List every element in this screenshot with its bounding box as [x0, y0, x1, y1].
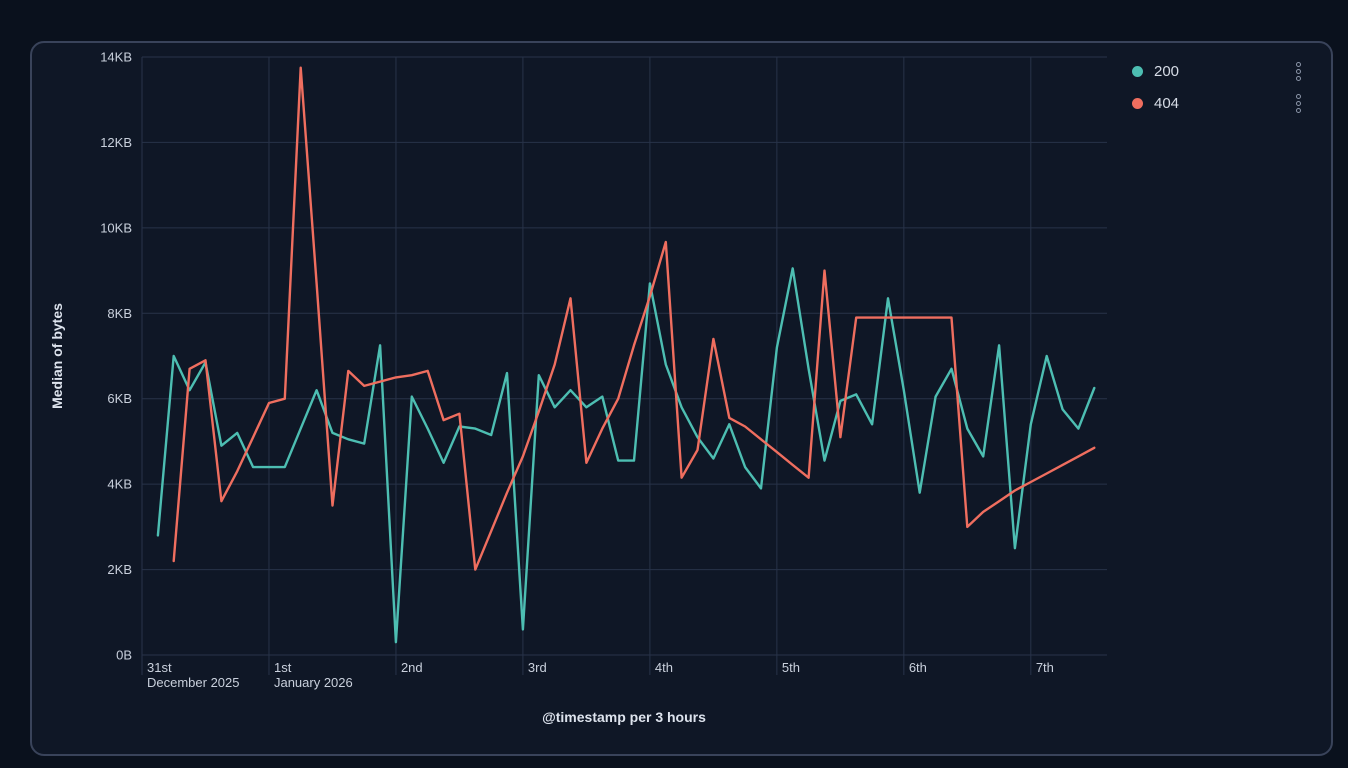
- y-axis-title: Median of bytes: [49, 303, 65, 409]
- legend-label: 200: [1154, 62, 1180, 80]
- y-tick-label: 10KB: [100, 220, 132, 235]
- legend: 200 404: [1128, 55, 1310, 119]
- x-tick-label: 31st: [147, 660, 172, 675]
- series-line-200: [156, 267, 1096, 644]
- legend-item-404[interactable]: 404: [1128, 87, 1310, 119]
- x-tick-label: 4th: [655, 660, 673, 675]
- x-tick-label-secondary: January 2026: [274, 675, 353, 690]
- y-tick-label: 0B: [116, 648, 132, 663]
- x-tick-label: 7th: [1036, 660, 1054, 675]
- legend-item-200[interactable]: 200: [1128, 55, 1310, 87]
- y-tick-label: 12KB: [100, 135, 132, 150]
- x-axis-title: @timestamp per 3 hours: [542, 709, 706, 725]
- legend-actions-icon[interactable]: [1290, 59, 1306, 84]
- y-tick-label: 8KB: [107, 306, 132, 321]
- legend-label: 404: [1154, 94, 1180, 112]
- legend-actions-icon[interactable]: [1290, 91, 1306, 116]
- y-tick-label: 6KB: [107, 391, 132, 406]
- y-tick-label: 4KB: [107, 477, 132, 492]
- y-tick-label: 2KB: [107, 562, 132, 577]
- series-line-404: [172, 66, 1096, 571]
- x-tick-label: 6th: [909, 660, 927, 675]
- x-tick-label-secondary: December 2025: [147, 675, 240, 690]
- x-tick-label: 2nd: [401, 660, 423, 675]
- series-color-dot: [1132, 97, 1143, 109]
- x-tick-label: 5th: [782, 660, 800, 675]
- series-color-dot: [1132, 65, 1143, 77]
- x-tick-label: 1st: [274, 660, 292, 675]
- chart-panel: 0B 2KB 4KB 6KB 8KB 10KB 12KB 14KB 31st December 2…: [30, 41, 1333, 756]
- x-tick-label: 3rd: [528, 660, 547, 675]
- y-tick-label: 14KB: [100, 50, 132, 65]
